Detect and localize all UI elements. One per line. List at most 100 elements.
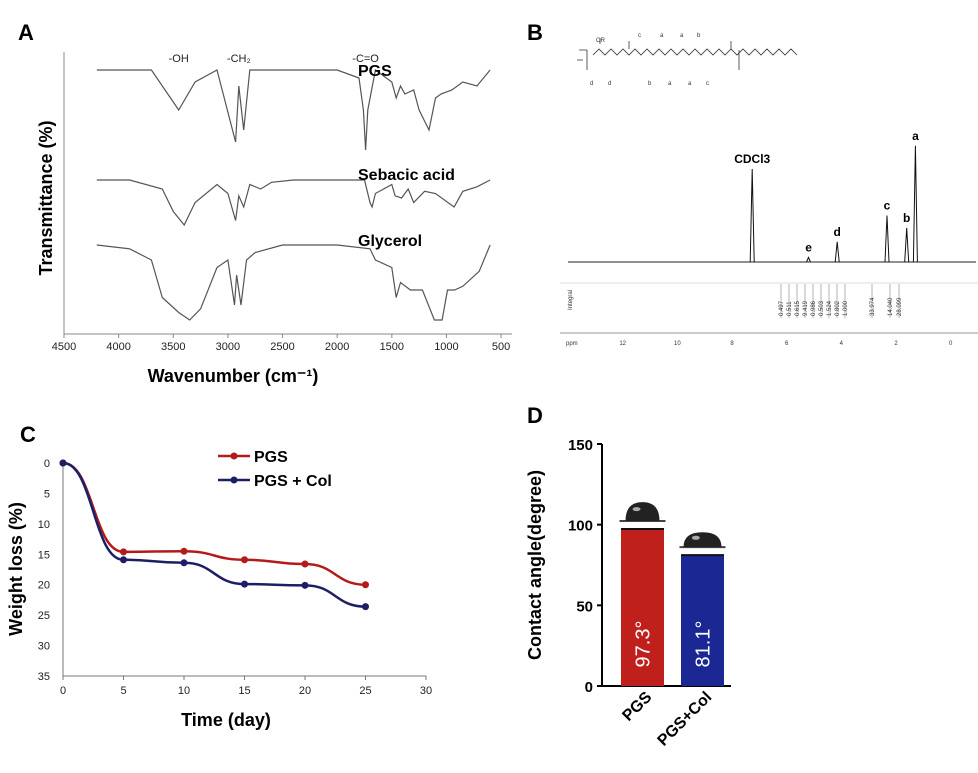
ftir-spectrum-2 — [96, 244, 491, 321]
contact-angle-category-label: PGS — [619, 689, 655, 725]
ftir-x-axis-title: Wavenumber (cm⁻¹) — [148, 366, 319, 386]
ftir-series-label: Sebacic acid — [358, 167, 455, 184]
ftir-series-label: PGS — [358, 63, 392, 80]
integral-value: 0.986 — [811, 300, 817, 316]
nmr-peak-label: CDCl3 — [734, 152, 770, 166]
ftir-x-tick-label: 2500 — [270, 341, 294, 353]
weight-loss-y-tick-label: 15 — [38, 549, 50, 561]
panel-letter-d: D — [527, 403, 543, 428]
structure-label-bottom: a — [668, 81, 672, 87]
weight-loss-point — [301, 581, 309, 589]
weight-loss-x-tick-label: 30 — [420, 685, 432, 697]
contact-angle-chart: 0 50 100 150 97.3° PGS 81.1° PGS+Col Contact a… — [525, 437, 731, 750]
weight-loss-point — [301, 560, 309, 568]
integral-value: 0.511 — [787, 301, 793, 316]
nmr-peak — [904, 227, 910, 263]
contact-angle-value-label: 97.3° — [633, 621, 655, 668]
ftir-x-tick-label: 4000 — [106, 341, 130, 353]
nmr-peak-label: e — [805, 240, 812, 254]
nmr-peak-label: a — [912, 129, 919, 143]
structure-label-bottom: d — [590, 81, 593, 87]
ftir-chart: 4500 4000 3500 3000 2500 2000 1500 1000 500 -OH -… — [36, 52, 512, 386]
ftir-x-tick-label: 2000 — [325, 341, 349, 353]
weight-loss-point — [180, 559, 188, 567]
ftir-spectrum-0 — [96, 68, 491, 151]
contact-angle-y-tick-label: 0 — [585, 679, 593, 696]
water-droplet — [683, 532, 722, 548]
weight-loss-line-0 — [62, 461, 366, 586]
contact-angle-bar — [621, 529, 664, 686]
weight-loss-y-tick-label: 5 — [44, 488, 50, 500]
weight-loss-x-axis-title: Time (day) — [181, 710, 271, 730]
structure-label-top: a — [680, 33, 684, 39]
contact-angle-value-label: 81.1° — [693, 621, 715, 668]
weight-loss-y-axis-title: Weight loss (%) — [6, 502, 26, 636]
nmr-ppm-tick: 10 — [674, 341, 681, 347]
weight-loss-y-tick-label: 20 — [38, 580, 50, 592]
panel-letter-c: C — [20, 422, 36, 447]
nmr-ppm-tick: 8 — [730, 341, 734, 347]
structure-label-bottom: d — [608, 81, 611, 87]
contact-angle-bar — [681, 555, 724, 686]
weight-loss-x-tick-label: 15 — [238, 685, 250, 697]
ftir-x-tick-label: 500 — [492, 341, 510, 353]
ppm-label: ppm — [566, 341, 578, 347]
weight-loss-y-tick-label: 25 — [38, 610, 50, 622]
integral-value: 33.974 — [870, 297, 876, 316]
nmr-ppm-tick: 2 — [894, 341, 898, 347]
ftir-x-tick-label: 1500 — [380, 341, 404, 353]
integral-value: 1.000 — [843, 300, 849, 316]
nmr-peak — [749, 168, 755, 263]
weight-loss-x-tick-label: 20 — [299, 685, 311, 697]
weight-loss-y-tick-label: 10 — [38, 519, 50, 531]
nmr-peak — [912, 145, 918, 263]
contact-angle-y-tick-label: 50 — [576, 598, 593, 615]
legend-marker — [230, 452, 238, 460]
panel-letter-b: B — [527, 20, 543, 45]
weight-loss-y-tick-label: 0 — [44, 458, 50, 470]
legend-marker — [230, 476, 238, 484]
nmr-peak-label: d — [834, 225, 841, 239]
nmr-ppm-tick: 0 — [949, 341, 953, 347]
contact-angle-y-tick-label: 100 — [568, 518, 593, 535]
ftir-group-label: -CH₂ — [227, 53, 251, 65]
weight-loss-point — [362, 603, 369, 611]
ftir-x-tick-label: 4500 — [52, 341, 76, 353]
weight-loss-x-tick-label: 5 — [120, 685, 126, 697]
integral-value: 0.615 — [795, 300, 801, 316]
nmr-ppm-tick: 12 — [619, 341, 626, 347]
nmr-peak-label: b — [903, 211, 910, 225]
weight-loss-line-1 — [62, 461, 366, 608]
ftir-spectrum-1 — [96, 179, 491, 227]
weight-loss-y-tick-label: 30 — [38, 641, 50, 653]
ftir-x-tick-label: 1000 — [434, 341, 458, 353]
ftir-group-label: -OH — [169, 53, 189, 65]
weight-loss-point — [120, 556, 127, 564]
integral-value: 0.503 — [819, 300, 825, 316]
weight-loss-point — [241, 556, 248, 564]
structure-label-top: c — [638, 33, 641, 39]
contact-angle-y-axis-title: Contact angle(degree) — [525, 470, 545, 660]
structure-label-top: b — [697, 33, 701, 39]
ftir-y-axis-title: Transmittance (%) — [36, 120, 56, 275]
legend-label: PGS + Col — [254, 473, 332, 490]
pgs-structure-drawing — [577, 38, 798, 70]
structure-label-bottom: c — [706, 81, 709, 87]
integral-value: 14.040 — [888, 297, 894, 316]
contact-angle-y-tick-label: 150 — [568, 437, 593, 454]
droplet-highlight — [691, 535, 700, 540]
nmr-ppm-tick: 4 — [840, 341, 844, 347]
ftir-x-tick-label: 3500 — [161, 341, 185, 353]
integral-value: 0.802 — [835, 300, 841, 316]
contact-angle-category-label: PGS+Col — [655, 689, 716, 750]
integral-value: 1.524 — [827, 300, 833, 316]
weight-loss-x-tick-label: 25 — [359, 685, 371, 697]
panel-letter-a: A — [18, 20, 34, 45]
weight-loss-point — [59, 459, 67, 467]
ftir-series-label: Glycerol — [358, 233, 422, 250]
integral-value: 28.099 — [897, 297, 903, 316]
weight-loss-x-tick-label: 10 — [178, 685, 190, 697]
ftir-x-tick-label: 3000 — [216, 341, 240, 353]
